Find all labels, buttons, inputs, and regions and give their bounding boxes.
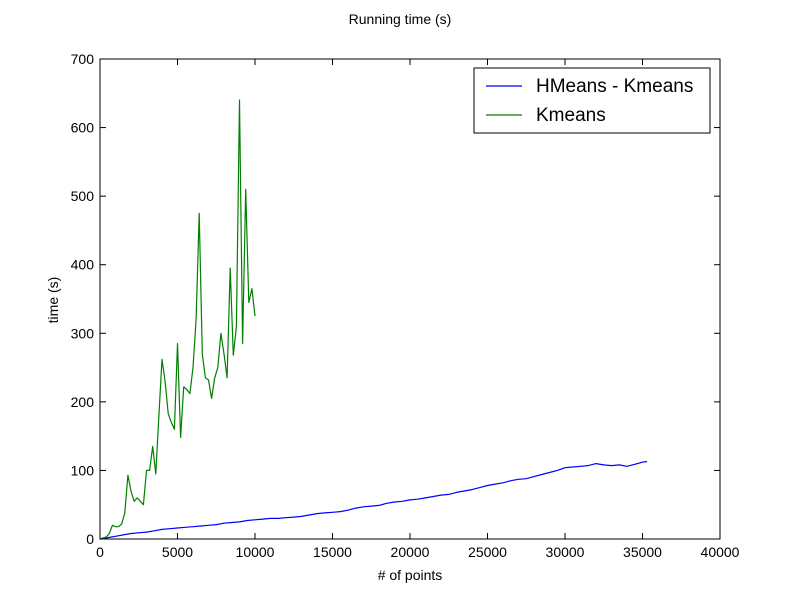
legend-label-hmeans: HMeans - Kmeans (536, 76, 693, 97)
x-tick-label: 5000 (162, 544, 193, 560)
x-tick-label: 20000 (391, 544, 430, 560)
x-tick-label: 0 (96, 544, 104, 560)
legend-label-kmeans: Kmeans (536, 105, 606, 126)
chart-title: Running time (s) (349, 11, 452, 27)
y-tick-label: 0 (86, 531, 94, 547)
y-tick-label: 600 (71, 120, 95, 136)
series-line-kmeans (99, 99, 256, 540)
x-tick-label: 15000 (313, 544, 352, 560)
x-tick-label: 40000 (701, 544, 740, 560)
x-tick-label: 30000 (546, 544, 585, 560)
legend-box (473, 67, 711, 134)
series-line-hmeans-kmeans (99, 460, 648, 540)
legend: HMeans - Kmeans Kmeans (473, 67, 711, 134)
y-tick-label: 100 (71, 462, 95, 478)
y-tick-label: 300 (71, 325, 95, 341)
y-tick-label: 700 (71, 51, 95, 67)
y-tick-label: 400 (71, 257, 95, 273)
x-tick-label: 25000 (468, 544, 507, 560)
y-tick-label: 500 (71, 188, 95, 204)
x-axis-label: # of points (378, 567, 443, 583)
x-tick-label: 35000 (623, 544, 662, 560)
y-tick-label: 200 (71, 394, 95, 410)
x-tick-label: 10000 (236, 544, 275, 560)
y-axis-label: time (s) (45, 277, 61, 324)
